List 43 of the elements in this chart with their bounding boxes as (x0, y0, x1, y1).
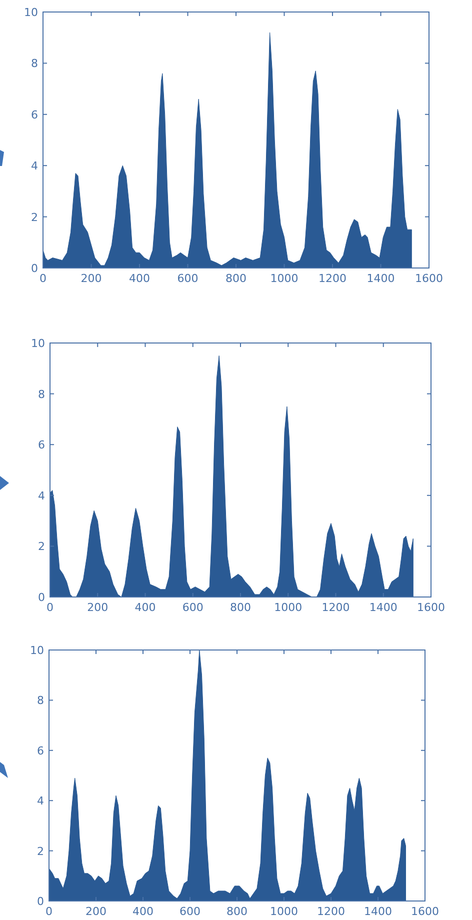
x-tick-label: 1400 (366, 272, 395, 285)
y-tick-label: 0 (31, 262, 38, 275)
x-tick-label: 1200 (322, 601, 350, 614)
x-tick-label: 1600 (411, 905, 439, 918)
y-tick-label: 6 (38, 438, 45, 452)
y-tick-label: 4 (38, 489, 45, 502)
x-tick-label: 200 (80, 272, 102, 285)
x-tick-label: 800 (226, 272, 246, 285)
y-tick-label: 2 (31, 210, 38, 224)
x-tick-label: 200 (86, 905, 106, 918)
x-tick-label: 600 (182, 601, 204, 614)
x-tick-label: 1200 (318, 272, 346, 285)
y-tick-label: 6 (31, 108, 38, 122)
x-tick-label: 200 (87, 601, 108, 614)
x-tick-label: 1000 (270, 905, 298, 918)
x-tick-label: 0 (46, 601, 54, 614)
y-tick-label: 10 (31, 337, 45, 350)
x-tick-label: 1000 (274, 601, 302, 614)
y-tick-label: 4 (37, 794, 44, 808)
y-tick-label: 4 (31, 160, 38, 173)
y-tick-label: 6 (37, 744, 44, 758)
y-tick-label: 0 (37, 895, 44, 908)
x-tick-label: 1000 (270, 272, 298, 285)
x-tick-label: 600 (177, 272, 198, 285)
x-tick-label: 800 (230, 601, 251, 614)
y-tick-label: 10 (24, 6, 38, 19)
x-tick-label: 1400 (369, 601, 398, 614)
x-tick-label: 800 (226, 905, 248, 918)
y-tick-label: 0 (38, 591, 45, 604)
x-tick-label: 400 (134, 601, 156, 614)
x-tick-label: 1200 (317, 905, 345, 918)
y-tick-label: 10 (30, 644, 44, 657)
x-tick-label: 1600 (415, 272, 443, 285)
y-tick-label: 2 (37, 844, 44, 858)
x-tick-label: 400 (129, 272, 150, 285)
y-tick-label: 2 (38, 540, 45, 554)
y-tick-label: 8 (31, 57, 38, 70)
x-tick-label: 1600 (417, 601, 445, 614)
y-tick-label: 8 (37, 694, 44, 708)
x-tick-label: 400 (132, 905, 154, 918)
x-tick-label: 1400 (364, 905, 392, 918)
y-tick-label: 8 (38, 388, 45, 401)
x-tick-label: 600 (180, 905, 200, 918)
